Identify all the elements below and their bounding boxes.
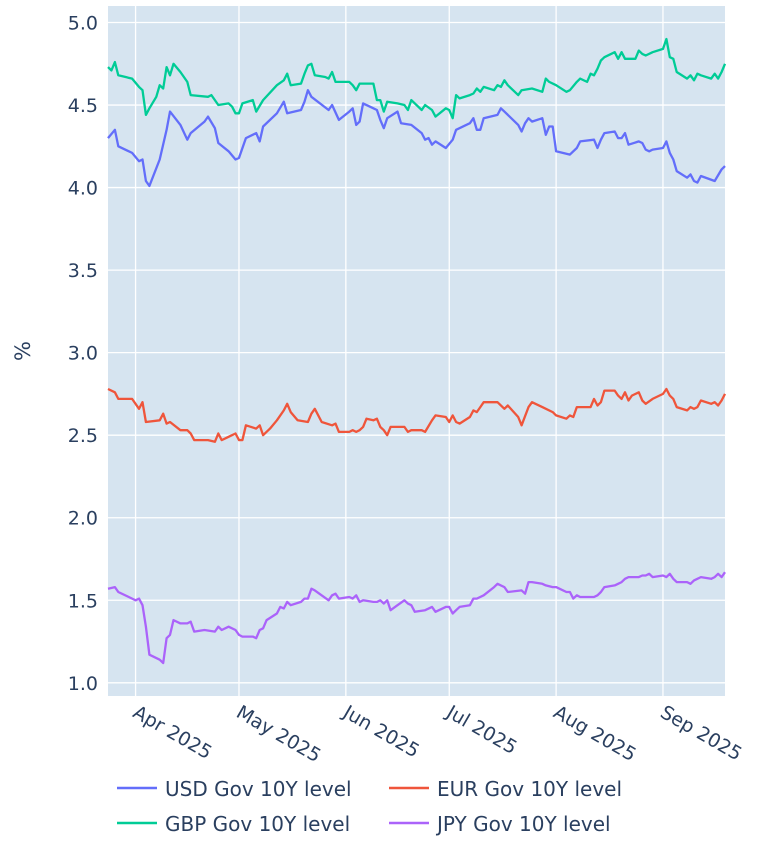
legend-label-jpy: JPY Gov 10Y level <box>435 812 611 836</box>
x-tick-label: Jul 2025 <box>442 701 521 759</box>
y-tick-label: 2.5 <box>68 425 98 447</box>
y-tick-label: 3.0 <box>68 343 98 365</box>
legend-label-eur: EUR Gov 10Y level <box>437 777 622 801</box>
y-tick-label: 1.0 <box>68 673 98 695</box>
x-axis-ticks: Apr 2025 May 2025 Jun 2025 Jul 2025 Aug 2025… <box>129 701 746 767</box>
x-tick-label: Apr 2025 <box>129 701 216 764</box>
legend-label-usd: USD Gov 10Y level <box>165 777 352 801</box>
legend-label-gbp: GBP Gov 10Y level <box>165 812 350 836</box>
series-line-eur <box>107 387 727 443</box>
y-tick-label: 4.0 <box>68 178 98 200</box>
x-tick-label: Sep 2025 <box>656 701 745 765</box>
y-tick-label: 1.5 <box>68 590 98 612</box>
x-tick-label: Jun 2025 <box>338 701 423 763</box>
y-axis-ticks: 1.0 1.5 2.0 2.5 3.0 3.5 4.0 4.5 5.0 <box>68 13 98 695</box>
series-layer <box>107 37 727 665</box>
y-gridlines <box>108 21 725 684</box>
series-line-jpy <box>107 571 726 665</box>
plot-area <box>108 6 725 696</box>
y-tick-label: 5.0 <box>68 13 98 35</box>
y-tick-label: 2.0 <box>68 508 98 530</box>
x-tick-label: Aug 2025 <box>550 701 640 766</box>
series-line-gbp <box>107 37 727 120</box>
y-tick-label: 4.5 <box>68 95 98 117</box>
x-tick-label: May 2025 <box>232 701 324 767</box>
series-line-usd <box>107 89 726 188</box>
x-gridlines <box>134 6 664 696</box>
y-axis-title: % <box>11 341 35 361</box>
y-tick-label: 3.5 <box>68 260 98 282</box>
legend: USD Gov 10Y level EUR Gov 10Y level GBP Go… <box>117 777 622 836</box>
